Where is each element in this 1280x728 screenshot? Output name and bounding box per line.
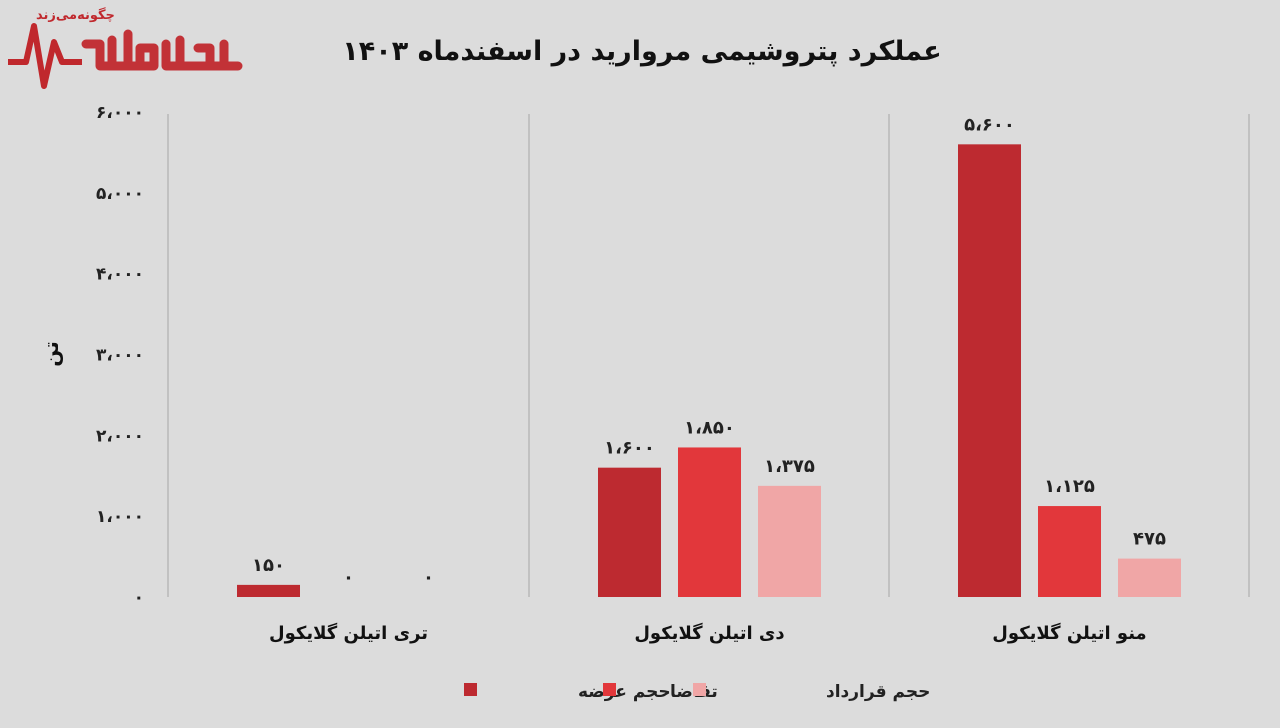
chart-title: عملکرد پتروشیمی مروارید در اسفندماه ۱۴۰۳ — [342, 36, 941, 67]
y-tick-label: ۶،۰۰۰ — [96, 103, 144, 123]
y-tick-label: ۴،۰۰۰ — [96, 265, 144, 285]
logo-pulse-icon — [8, 23, 243, 89]
legend-swatch — [603, 683, 616, 696]
bar — [237, 584, 300, 597]
legend-label: حجم قرارداد — [826, 682, 930, 702]
bar — [1038, 506, 1101, 597]
legend-swatch — [693, 683, 706, 696]
y-tick-label: ۳،۰۰۰ — [96, 346, 144, 366]
bar — [1118, 558, 1181, 597]
bar-value-label: ۰ — [343, 567, 354, 588]
y-tick-label: ۰ — [134, 588, 144, 608]
bar — [678, 447, 741, 597]
y-tick-label: ۵،۰۰۰ — [96, 184, 144, 204]
bar-value-label: ۱۵۰ — [252, 555, 285, 576]
bar-value-label: ۰ — [423, 567, 434, 588]
x-category-label: دی اتیلن گلایکول — [634, 622, 784, 644]
bar — [758, 485, 821, 597]
logo-tagline: چگونه‌می‌زند — [36, 8, 115, 23]
legend-swatch — [464, 683, 477, 696]
bar-value-label: ۱،۱۲۵ — [1044, 476, 1095, 497]
y-tick-label: ۲،۰۰۰ — [96, 426, 144, 446]
bar — [598, 467, 661, 597]
x-category-label: تری اتیلن گلایکول — [269, 622, 428, 644]
bar-value-label: ۱،۶۰۰ — [604, 438, 655, 459]
bar-value-label: ۵،۶۰۰ — [964, 114, 1015, 135]
y-axis-label: تن — [39, 341, 63, 367]
x-category-label: منو اتیلن گلایکول — [992, 622, 1146, 644]
legend-label: حجم عرضه — [578, 682, 671, 702]
bar-value-label: ۴۷۵ — [1133, 529, 1166, 550]
bar-value-label: ۱،۸۵۰ — [684, 417, 735, 438]
bar-value-label: ۱،۳۷۵ — [764, 456, 815, 477]
brand-logo: چگونه‌می‌زند — [4, 4, 244, 94]
y-tick-label: ۱،۰۰۰ — [96, 507, 144, 527]
bar — [958, 144, 1021, 598]
